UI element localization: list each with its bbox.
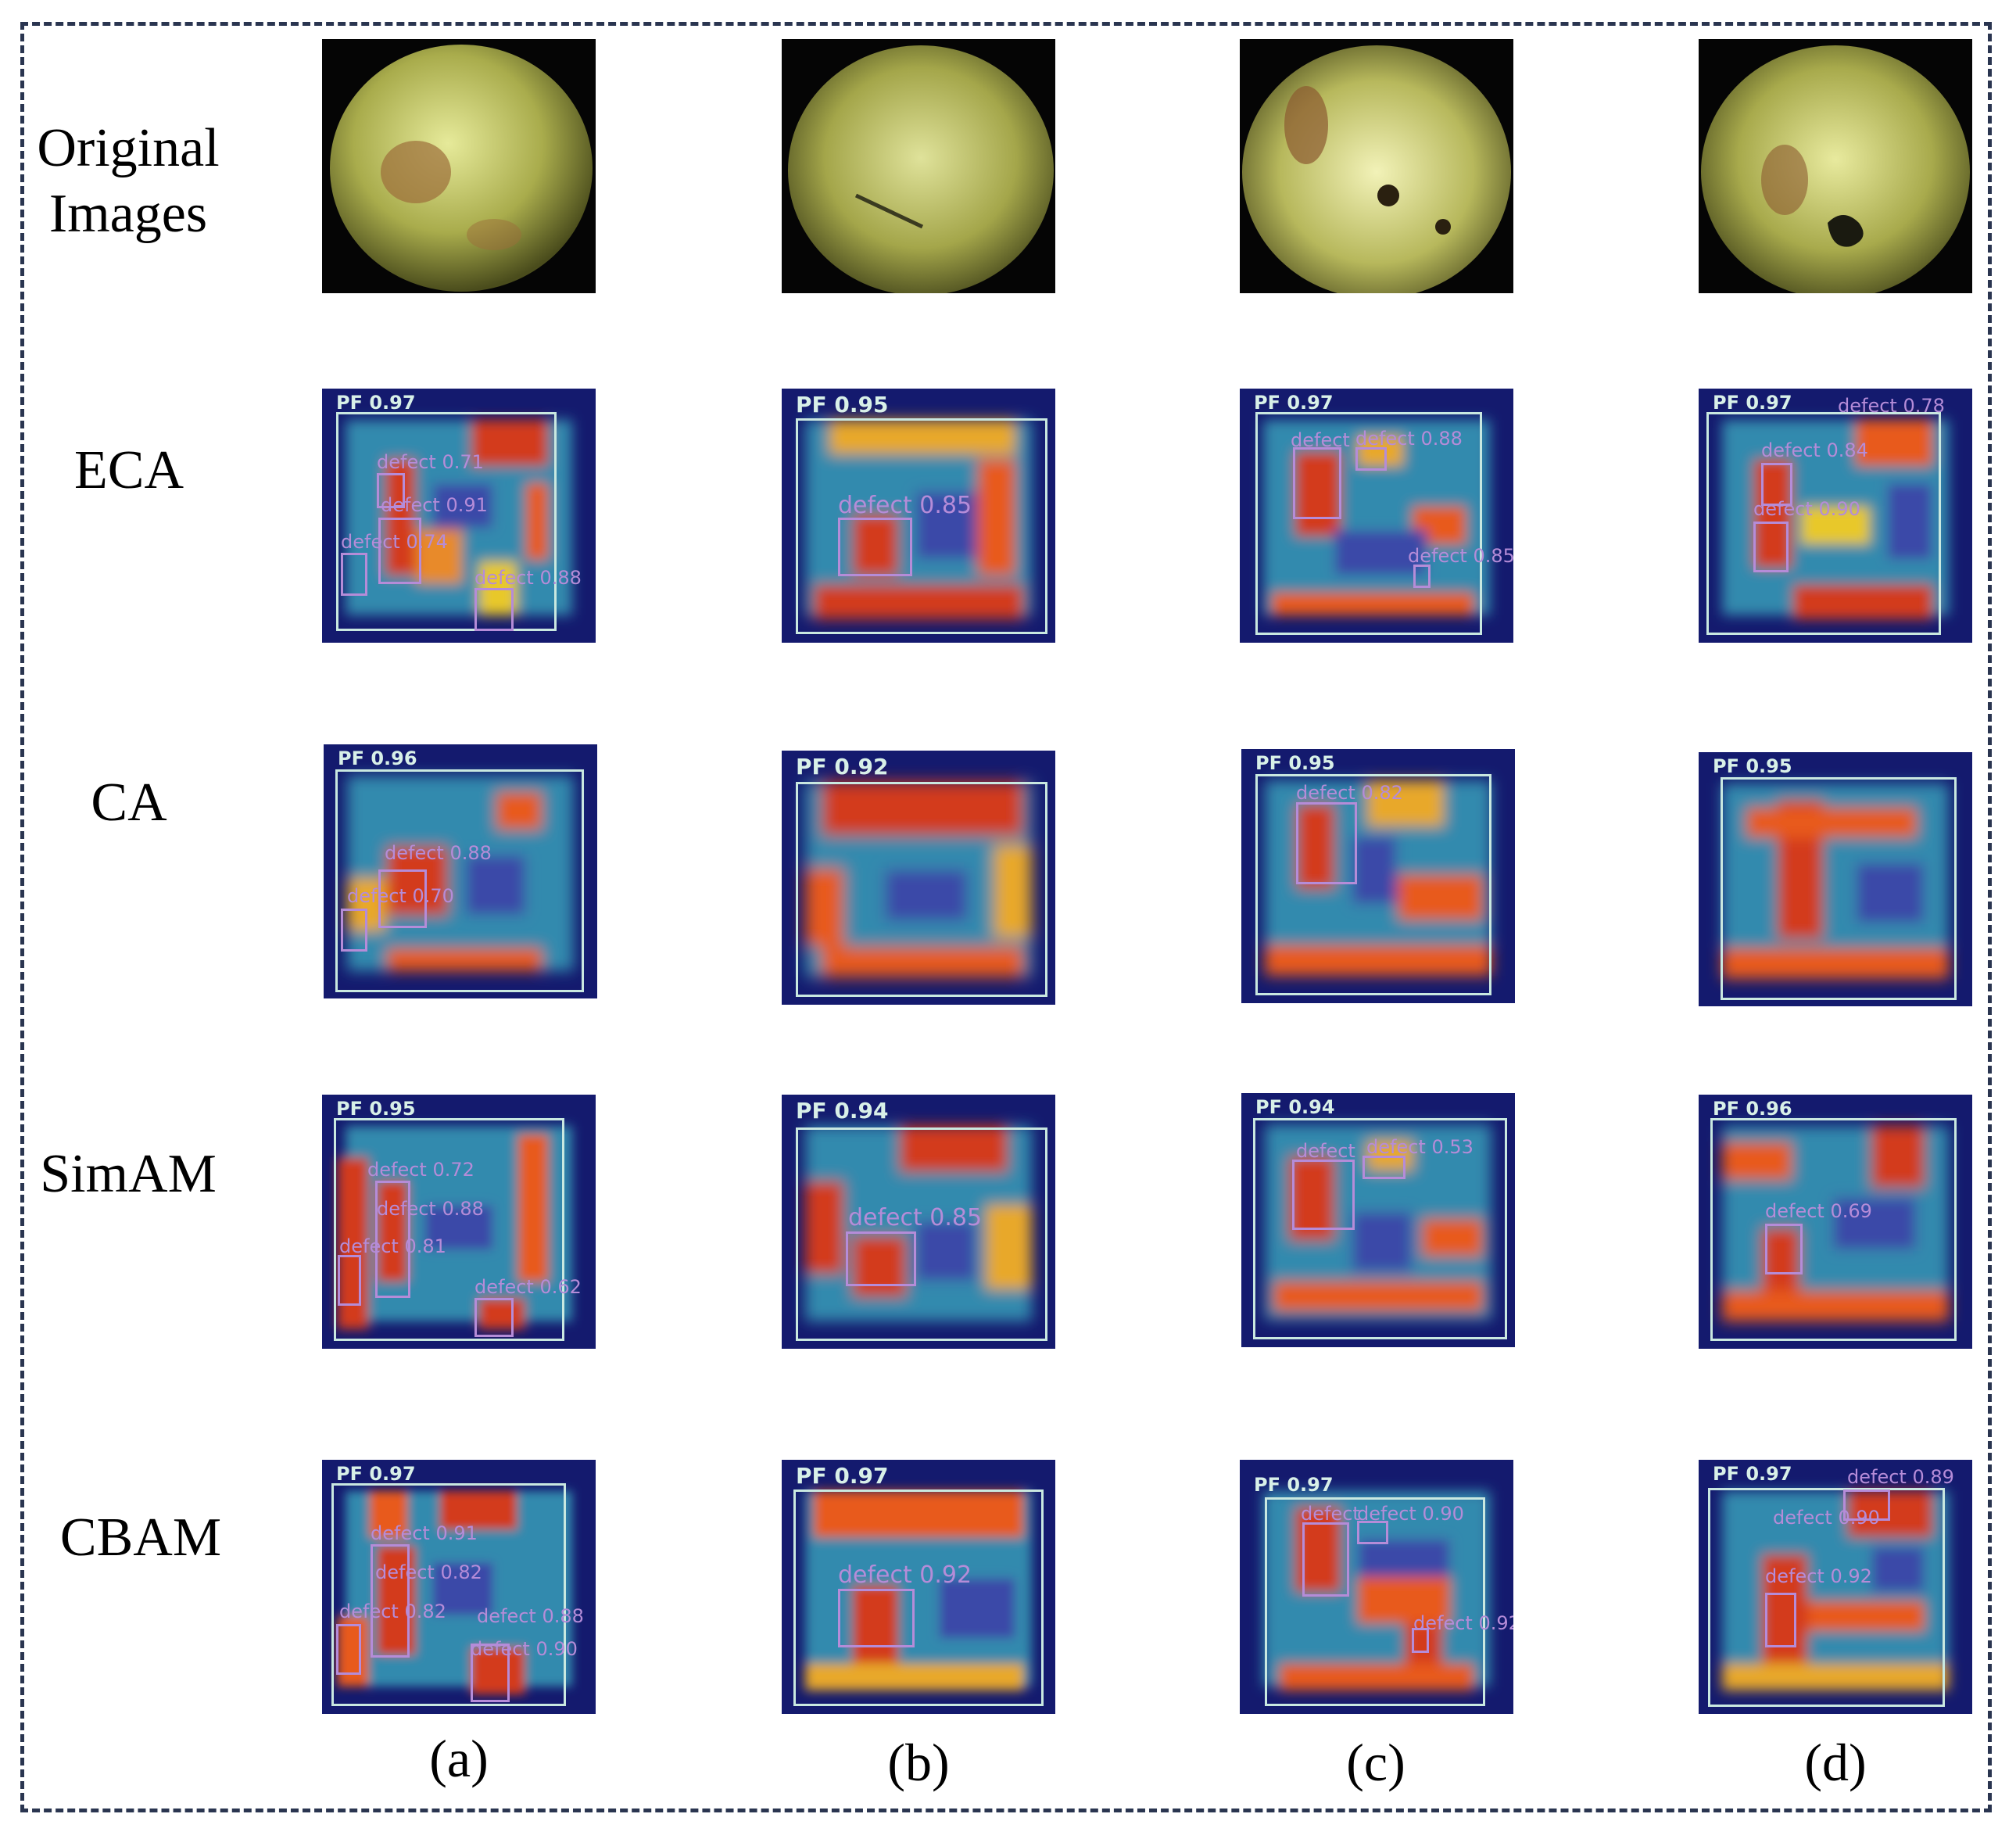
original-image-b [782,39,1055,293]
heatmap-eca-c: PF 0.97 defect defect 0.88 defect 0.85 [1240,389,1513,643]
pf-score: PF 0.95 [1713,755,1792,777]
defect-label: defect 0.69 [1765,1200,1872,1222]
defect-label: defect 0.90 [471,1638,578,1660]
heatmap-simam-c: PF 0.94 defect defect 0.53 [1241,1093,1515,1347]
heatmap-cbam-b: PF 0.97 defect 0.92 [782,1460,1055,1714]
original-image-c [1240,39,1513,293]
row-label-ca: CA [91,773,167,833]
defect-label: defect 0.74 [341,531,448,553]
pf-score: PF 0.95 [336,1098,416,1120]
defect-label: defect [1296,1140,1355,1162]
heatmap-simam-a: PF 0.95 defect 0.72 defect 0.88 defect 0… [322,1095,596,1349]
defect-label: defect 0.88 [377,1198,484,1220]
defect-label: defect [1301,1503,1360,1525]
heatmap-cbam-a: PF 0.97 defect 0.91 defect 0.82 defect 0… [322,1460,596,1714]
defect-label: defect 0.81 [339,1235,446,1257]
row-label-cbam: CBAM [59,1507,222,1568]
defect-label: defect [1291,429,1350,451]
defect-label: defect 0.85 [838,492,972,519]
heatmap-cbam-c: PF 0.97 defect defect 0.90 defect 0.92 [1240,1460,1513,1714]
row-label-simam: SimAM [40,1144,217,1204]
defect-label: defect 0.88 [474,567,582,589]
pf-score: PF 0.95 [796,392,889,418]
defect-label: defect 0.53 [1366,1136,1474,1158]
fruit-photo-b [782,39,1055,293]
defect-label: defect 0.72 [367,1159,474,1181]
defect-label: defect 0.90 [1357,1503,1464,1525]
fruit-photo-c [1240,39,1513,293]
defect-label: defect 0.88 [385,842,492,864]
pf-score: PF 0.94 [1255,1096,1335,1118]
pf-score: PF 0.96 [1713,1098,1792,1120]
defect-label: defect 0.91 [381,494,488,516]
pf-score: PF 0.97 [1713,1463,1792,1485]
pf-score: PF 0.97 [336,1463,416,1485]
pf-score: PF 0.95 [1255,752,1335,774]
pf-score: PF 0.96 [338,747,417,769]
column-label-c: (c) [1346,1733,1405,1792]
defect-label: defect 0.92 [1765,1565,1872,1587]
defect-label: defect 0.82 [339,1601,446,1622]
heatmap-eca-d: PF 0.97 defect 0.78 defect 0.84 defect 0… [1699,389,1972,643]
fruit-photo-a [322,39,596,293]
defect-label: defect 0.85 [848,1204,983,1231]
defect-label: defect 0.70 [347,885,454,907]
pf-score: PF 0.97 [1254,1474,1334,1496]
fruit-photo-d [1699,39,1972,293]
defect-label: defect 0.88 [1355,428,1463,450]
heatmap-ca-a: PF 0.96 defect 0.88 defect 0.70 [324,744,597,998]
pf-score: PF 0.97 [796,1463,889,1489]
heatmap-simam-d: PF 0.96 defect 0.69 [1699,1095,1972,1349]
column-label-b: (b) [887,1733,950,1792]
pf-score: PF 0.94 [796,1098,889,1124]
defect-label: defect 0.71 [377,451,484,473]
pf-score: PF 0.92 [796,754,889,780]
defect-label: defect 0.78 [1838,395,1945,417]
defect-label: defect 0.82 [375,1561,482,1583]
defect-label: defect 0.82 [1296,782,1403,804]
pf-score: PF 0.97 [336,392,416,414]
row-label-eca: ECA [74,440,184,500]
row-label-original-images: Original Images [37,118,220,244]
heatmap-cbam-d: PF 0.97 defect 0.89 defect 0.90 defect 0… [1699,1460,1972,1714]
defect-label: defect 0.92 [838,1561,972,1589]
pf-score: PF 0.97 [1713,392,1792,414]
defect-label: defect 0.89 [1847,1466,1954,1488]
defect-label: defect 0.85 [1408,545,1513,567]
defect-label: defect 0.88 [477,1605,584,1627]
defect-label: defect 0.91 [371,1522,478,1544]
heatmap-eca-b: PF 0.95 defect 0.85 [782,389,1055,643]
pf-score: PF 0.97 [1254,392,1334,414]
heatmap-ca-b: PF 0.92 [782,751,1055,1005]
defect-label: defect 0.62 [474,1276,582,1298]
heatmap-ca-c: PF 0.95 defect 0.82 [1241,749,1515,1003]
heatmap-ca-d: PF 0.95 [1699,752,1972,1006]
column-label-a: (a) [429,1729,489,1788]
defect-label: defect 0.90 [1773,1507,1880,1529]
heatmap-simam-b: PF 0.94 defect 0.85 [782,1095,1055,1349]
figure-frame [20,22,1992,1812]
column-label-d: (d) [1804,1733,1867,1792]
defect-label: defect 0.90 [1753,498,1860,520]
original-image-a [322,39,596,293]
defect-label: defect 0.92 [1413,1612,1513,1634]
heatmap-eca-a: PF 0.97 defect 0.71 defect 0.91 defect 0… [322,389,596,643]
original-image-d [1699,39,1972,293]
defect-label: defect 0.84 [1761,439,1868,461]
